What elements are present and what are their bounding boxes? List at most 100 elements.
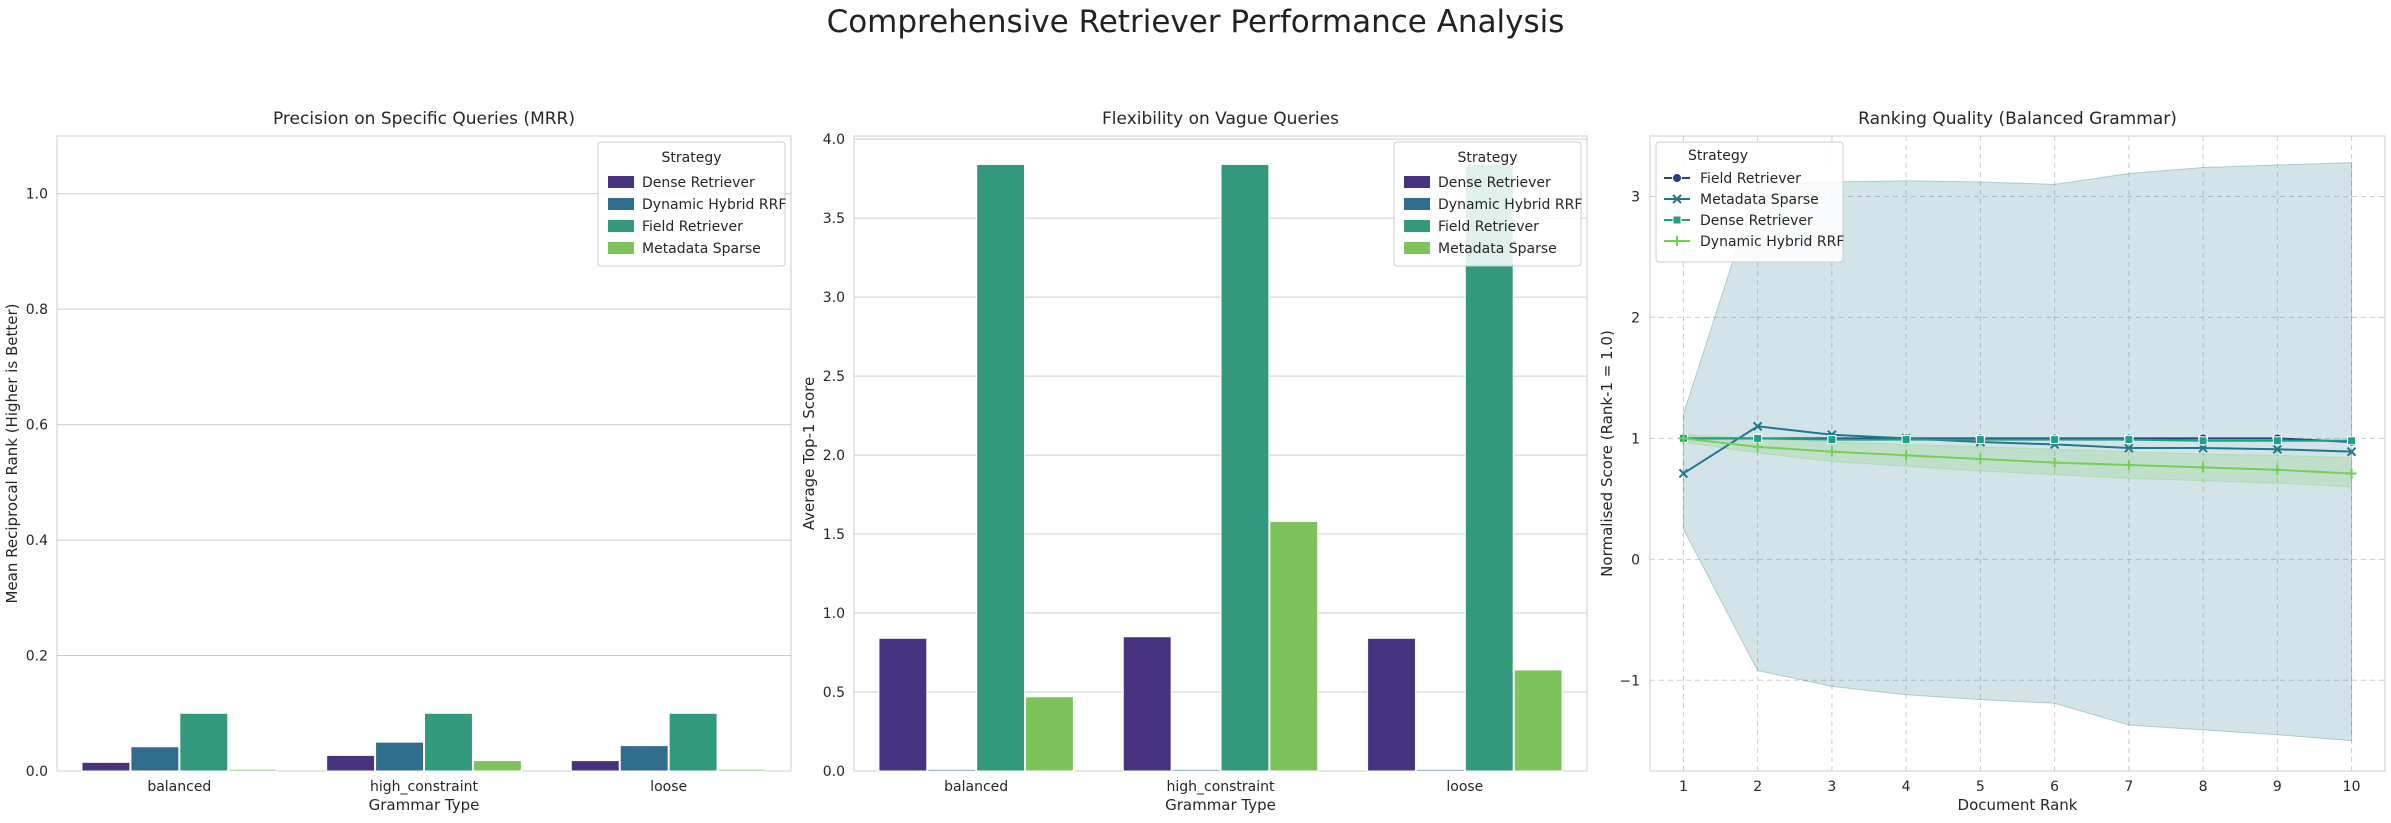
x-axis-label: Document Rank xyxy=(1958,796,2078,814)
bar-metadata-sparse xyxy=(717,768,767,772)
y-tick-label: −1 xyxy=(1619,673,1640,689)
x-tick-label: loose xyxy=(1446,779,1483,795)
point-marker xyxy=(1672,236,1682,246)
bar-dynamic-hybrid-rrf xyxy=(1171,768,1221,772)
y-tick-label: 1.0 xyxy=(26,187,48,203)
x-tick-label: high_constraint xyxy=(370,779,479,795)
legend-swatch xyxy=(608,242,634,254)
legend-label: Dense Retriever xyxy=(642,175,755,191)
y-tick-label: 3 xyxy=(1631,189,1640,205)
point-marker xyxy=(2272,464,2283,475)
y-tick-label: 3.5 xyxy=(823,211,845,227)
point-marker xyxy=(2347,436,2357,446)
legend-box xyxy=(597,141,786,267)
x-tick-label: 9 xyxy=(2273,779,2282,795)
legend-label: Field Retriever xyxy=(1700,171,1801,187)
y-tick-label: 0 xyxy=(1631,552,1640,568)
panel-title: Precision on Specific Queries (MRR) xyxy=(273,109,575,129)
legend-swatch xyxy=(1404,176,1430,188)
x-tick-label: 3 xyxy=(1827,779,1836,795)
y-tick-label: 0.0 xyxy=(26,764,48,780)
point-marker xyxy=(1752,441,1763,452)
series-line-dense-retriever xyxy=(1683,437,2352,442)
x-tick-label: 6 xyxy=(2050,779,2059,795)
y-tick-label: 0.5 xyxy=(823,685,845,701)
point-marker xyxy=(2272,444,2283,454)
legend-swatch xyxy=(608,176,634,188)
point-marker xyxy=(2272,436,2282,446)
legend-label: Field Retriever xyxy=(642,219,743,235)
y-tick-label: 2.0 xyxy=(823,448,845,464)
legend-label: Dense Retriever xyxy=(1438,175,1551,191)
y-axis-label: Normalised Score (Rank-1 = 1.0) xyxy=(1598,330,1616,577)
legend-label: Dynamic Hybrid RRF xyxy=(1438,197,1582,213)
legend-label: Metadata Sparse xyxy=(1700,192,1819,208)
point-marker xyxy=(1826,446,1837,457)
legend-swatch xyxy=(1404,220,1430,232)
bar-metadata-sparse xyxy=(228,768,278,772)
y-axis-label: Average Top-1 Score xyxy=(800,377,818,530)
legend-box xyxy=(1393,141,1582,267)
x-tick-label: 7 xyxy=(2124,779,2133,795)
legend-label: Metadata Sparse xyxy=(642,241,761,257)
bar-metadata-sparse xyxy=(1025,696,1074,772)
bar-metadata-sparse xyxy=(1513,669,1563,772)
y-tick-label: 0.2 xyxy=(26,649,48,665)
point-marker xyxy=(2050,435,2060,445)
point-marker xyxy=(2198,462,2209,473)
x-axis-label: Grammar Type xyxy=(1165,796,1276,814)
point-marker xyxy=(1975,453,1986,464)
point-marker xyxy=(1672,194,1682,204)
bar-field-retriever xyxy=(668,712,718,772)
bar-dynamic-hybrid-rrf xyxy=(130,746,180,772)
x-tick-label: 5 xyxy=(1976,779,1985,795)
point-marker xyxy=(2124,435,2134,445)
x-tick-label: loose xyxy=(650,779,687,795)
legend-label: Dense Retriever xyxy=(1700,213,1813,229)
legend-label: Dynamic Hybrid RRF xyxy=(1700,234,1844,250)
point-marker xyxy=(2123,459,2134,470)
point-marker xyxy=(1975,435,1985,445)
point-marker xyxy=(1901,435,1911,445)
point-marker xyxy=(1753,433,1763,443)
panel-top1: 0.0 0.5 1.0 1.5 2.0 2.5 3.0 3.5 4.0 balanced high_… xyxy=(800,109,1588,814)
x-axis-label: Grammar Type xyxy=(369,796,480,814)
bar-dynamic-hybrid-rrf xyxy=(619,745,669,772)
point-marker xyxy=(1672,215,1682,225)
y-tick-label: 1 xyxy=(1631,431,1640,447)
axes-frame xyxy=(1649,135,2386,772)
y-tick-label: 0.8 xyxy=(26,302,48,318)
y-tick-label: 0.4 xyxy=(26,533,48,549)
bar-field-retriever xyxy=(976,163,1026,772)
legend-swatch xyxy=(1404,242,1430,254)
x-tick-label: balanced xyxy=(944,779,1008,795)
point-marker xyxy=(1672,173,1682,183)
point-marker xyxy=(1678,468,1689,479)
bar-dynamic-hybrid-rrf xyxy=(1415,768,1465,772)
bar-dense-retriever xyxy=(1367,637,1416,772)
confidence-band xyxy=(1682,162,2353,742)
x-tick-label: 10 xyxy=(2343,779,2361,795)
point-marker xyxy=(1752,421,1763,431)
legend-label: Metadata Sparse xyxy=(1438,241,1557,257)
y-tick-label: 4.0 xyxy=(823,132,845,148)
y-tick-label: 2 xyxy=(1631,310,1640,326)
panel-title: Flexibility on Vague Queries xyxy=(1102,109,1339,129)
legend-swatch xyxy=(608,198,634,210)
y-tick-label: 3.0 xyxy=(823,290,845,306)
y-tick-label: 0.0 xyxy=(823,764,845,780)
legend-box xyxy=(1655,141,1844,263)
legend-title: Strategy xyxy=(1458,150,1518,166)
bar-dynamic-hybrid-rrf xyxy=(927,768,977,772)
point-marker xyxy=(2198,436,2208,446)
y-tick-label: 2.5 xyxy=(823,369,845,385)
panel-title: Ranking Quality (Balanced Grammar) xyxy=(1858,109,2177,129)
series-line-metadata-sparse xyxy=(1682,425,2352,475)
point-marker xyxy=(2346,446,2357,457)
bar-dense-retriever xyxy=(878,637,928,772)
point-marker xyxy=(2198,443,2208,453)
point-marker xyxy=(1827,435,1837,445)
panel-mrr: 0.0 0.2 0.4 0.6 0.8 1.0 balanced high_constrain… xyxy=(3,109,792,814)
